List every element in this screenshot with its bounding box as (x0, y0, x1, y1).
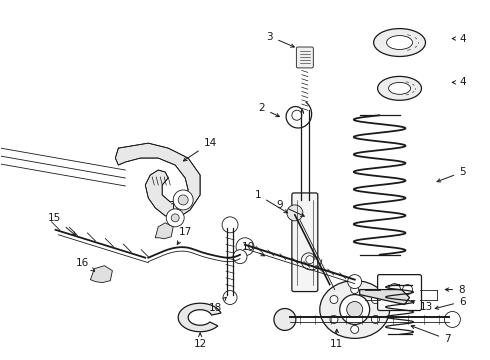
FancyBboxPatch shape (296, 47, 313, 68)
Text: 8: 8 (445, 284, 465, 294)
Circle shape (371, 296, 379, 303)
FancyBboxPatch shape (292, 193, 318, 292)
Circle shape (351, 285, 359, 293)
Text: 16: 16 (76, 258, 95, 271)
Circle shape (330, 315, 338, 323)
Circle shape (173, 190, 193, 210)
Text: 16: 16 (170, 203, 183, 219)
Text: 18: 18 (208, 297, 226, 312)
Text: 11: 11 (330, 329, 343, 349)
Circle shape (274, 309, 296, 330)
Text: 5: 5 (437, 167, 465, 182)
Circle shape (171, 214, 179, 222)
Circle shape (287, 205, 303, 221)
Text: 4: 4 (452, 77, 466, 87)
Text: 14: 14 (183, 138, 217, 161)
Circle shape (330, 296, 338, 303)
Circle shape (347, 302, 363, 318)
Polygon shape (115, 143, 200, 218)
Text: 15: 15 (48, 213, 75, 235)
Circle shape (306, 256, 314, 264)
FancyBboxPatch shape (378, 275, 421, 310)
Text: 3: 3 (267, 32, 294, 47)
Circle shape (292, 110, 302, 120)
Circle shape (389, 284, 400, 296)
Circle shape (351, 325, 359, 333)
Circle shape (348, 275, 362, 289)
Text: 17: 17 (177, 227, 192, 244)
Text: 2: 2 (259, 103, 279, 117)
Text: 1: 1 (255, 190, 288, 213)
Text: 10: 10 (242, 242, 265, 256)
Text: 6: 6 (435, 297, 466, 309)
Circle shape (236, 238, 254, 256)
Polygon shape (91, 266, 112, 283)
Circle shape (166, 209, 184, 227)
Circle shape (223, 291, 237, 305)
Text: 4: 4 (452, 33, 466, 44)
Text: 9: 9 (276, 200, 304, 216)
Circle shape (444, 311, 461, 328)
Text: 13: 13 (411, 301, 433, 311)
Text: 7: 7 (411, 325, 451, 345)
Text: 12: 12 (194, 333, 207, 349)
Ellipse shape (374, 28, 425, 57)
Polygon shape (178, 303, 221, 332)
Ellipse shape (320, 280, 390, 338)
Circle shape (371, 315, 379, 323)
Polygon shape (360, 289, 410, 305)
Ellipse shape (389, 82, 411, 94)
Ellipse shape (387, 36, 413, 50)
Circle shape (222, 217, 238, 233)
Circle shape (178, 195, 188, 205)
Circle shape (403, 285, 413, 294)
Ellipse shape (378, 76, 421, 100)
Circle shape (233, 250, 247, 264)
Circle shape (340, 294, 369, 324)
Polygon shape (155, 223, 173, 239)
